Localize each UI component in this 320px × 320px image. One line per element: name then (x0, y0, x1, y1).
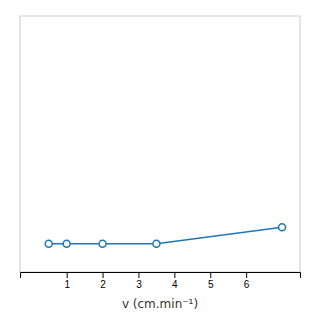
chart-container: 1 2 3 4 5 6 v (cm.min⁻¹) (0, 0, 320, 320)
x-tick: 1 (64, 272, 70, 290)
x-tick-label: 3 (136, 279, 142, 290)
plot: 1 2 3 4 5 6 (20, 16, 301, 290)
x-tick: 5 (208, 272, 214, 290)
x-tick: 3 (136, 272, 142, 290)
x-tick-line (138, 272, 139, 278)
chart-svg: 1 2 3 4 5 6 v (cm.min⁻¹) (0, 0, 320, 320)
x-tick-line (210, 272, 211, 278)
x-tick-label: 5 (208, 279, 214, 290)
point (45, 240, 52, 247)
marks (45, 224, 285, 248)
x-tick: 6 (244, 272, 250, 290)
line (49, 227, 282, 244)
point (153, 240, 160, 247)
x-axis-label: v (cm.min⁻¹) (122, 297, 198, 311)
x-tick-line (174, 272, 175, 278)
x-tick: 4 (172, 272, 178, 290)
x-tick-line (67, 272, 68, 278)
x-tick-label: 6 (244, 279, 250, 290)
x-tick-label: 4 (172, 279, 178, 290)
point (63, 240, 70, 247)
x-tick-line (103, 272, 104, 278)
x-axis: 1 2 3 4 5 6 (21, 272, 301, 290)
x-axis-line (21, 273, 301, 279)
x-tick-label: 2 (100, 279, 106, 290)
plot-frame (20, 16, 300, 272)
x-tick-label: 1 (64, 279, 70, 290)
x-tick-line (246, 272, 247, 278)
x-tick: 2 (100, 272, 106, 290)
point (279, 224, 286, 231)
point (99, 240, 106, 247)
